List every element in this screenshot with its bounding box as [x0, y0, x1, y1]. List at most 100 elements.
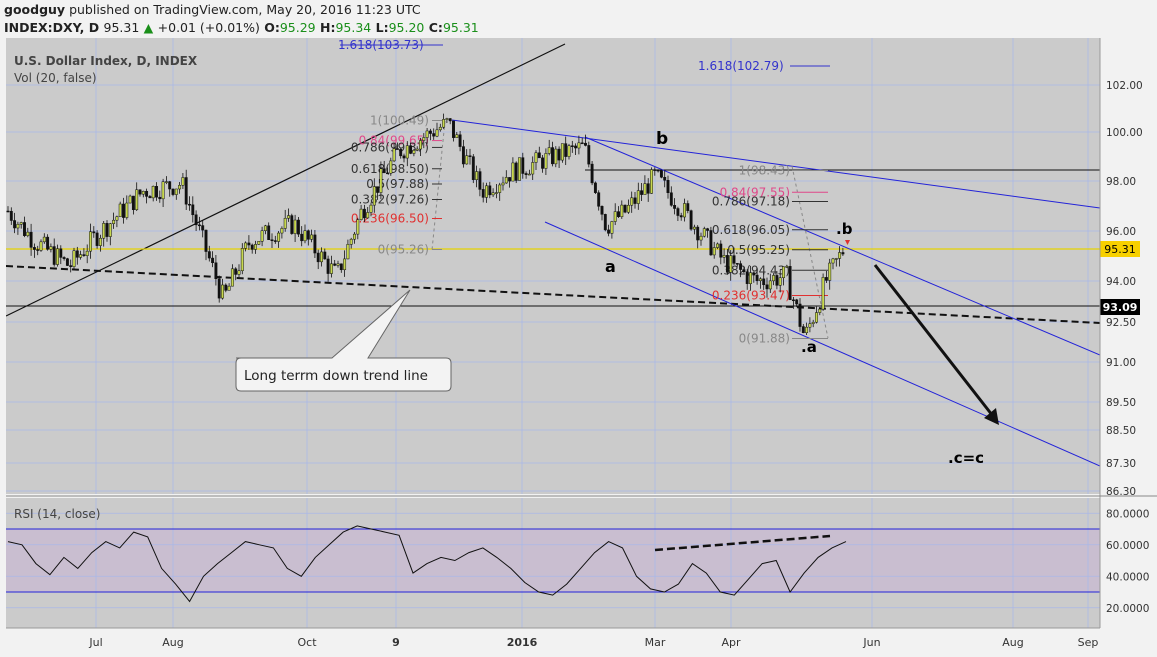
candle-body: [105, 223, 109, 237]
candle-body: [412, 150, 416, 154]
candle-body: [838, 252, 842, 259]
candle-body: [524, 173, 528, 175]
fib-level-label: 0.5(95.25): [727, 243, 790, 257]
candle-body: [333, 263, 337, 266]
candle-body: [329, 263, 333, 274]
candle-body: [39, 241, 43, 251]
candle-body: [211, 257, 215, 264]
candle-body: [122, 203, 125, 218]
long-term-downtrend-line[interactable]: [6, 265, 1100, 324]
candle-body: [445, 118, 449, 120]
candle-body: [267, 225, 271, 240]
candle-body: [818, 308, 822, 313]
candle-body: [254, 244, 257, 250]
candle-body: [455, 134, 459, 138]
channel-upper-a[interactable]: [451, 119, 1100, 209]
candle-body: [795, 299, 799, 305]
candle-body: [151, 186, 155, 199]
candle-body: [115, 216, 119, 221]
candle-body: [419, 140, 422, 150]
candle-body: [623, 204, 627, 213]
x-tick-label: 9: [392, 636, 400, 649]
candle-body: [432, 133, 436, 137]
candle-body: [296, 219, 300, 235]
candle-body: [531, 162, 535, 175]
candle-body: [244, 242, 248, 249]
rsi-grid: [6, 498, 1100, 628]
channel-lower[interactable]: [544, 221, 1100, 467]
candle-body: [498, 184, 502, 193]
candle-body: [438, 126, 442, 131]
y-tick-label: 96.00: [1106, 226, 1136, 238]
candle-body: [287, 215, 290, 219]
rsi-divergence-line[interactable]: [654, 534, 831, 552]
candle-body: [188, 203, 191, 206]
wave-label-dot-b: .b: [836, 220, 853, 238]
low-value: 95.20: [388, 20, 425, 35]
candle-body: [353, 233, 356, 240]
level-price-label-bg: [1100, 299, 1140, 315]
candle-body: [491, 192, 495, 196]
candle-body: [557, 148, 561, 161]
fib-level-label: 0(91.88): [739, 332, 790, 346]
candle-body: [808, 323, 812, 328]
wave-label-c-equals-c: .c=c: [948, 449, 984, 467]
main-pane-title: U.S. Dollar Index, D, INDEX: [14, 54, 198, 68]
candle-body: [164, 181, 168, 183]
x-tick-label: Sep: [1078, 636, 1099, 649]
author[interactable]: goodguy: [4, 2, 66, 17]
candle-body: [260, 230, 264, 242]
candle-body: [217, 278, 221, 299]
fib-level-label: 0.236(96.50): [351, 212, 429, 226]
candle-body: [207, 251, 211, 259]
candle-body: [204, 229, 208, 252]
channel-upper-b[interactable]: [584, 136, 1100, 356]
fib-retracement-2[interactable]: 1(98.43) 0.84(97.55)0.786(97.18) 0.618(96.…: [712, 163, 828, 346]
candle-body: [772, 275, 776, 282]
x-tick-label: 2016: [507, 636, 538, 649]
candle-body: [234, 268, 238, 275]
candle-body: [89, 231, 92, 252]
candle-body: [52, 246, 56, 265]
projection-arrow[interactable]: [873, 264, 998, 421]
candle-body: [16, 224, 20, 229]
fib-level-label: 0.84(97.55): [720, 185, 790, 199]
candle-body: [174, 188, 178, 195]
candle-body: [184, 177, 188, 205]
candle-body: [141, 190, 145, 195]
candle-body: [709, 230, 713, 256]
candle-body: [544, 153, 548, 169]
candle-body: [580, 142, 584, 145]
symbol: INDEX:DXY, D: [4, 20, 100, 35]
candle-body: [584, 142, 587, 146]
candle-body: [620, 204, 624, 217]
main-pane[interactable]: [6, 38, 1100, 494]
candle-body: [841, 252, 845, 255]
y-tick-label: 89.50: [1106, 397, 1136, 409]
candle-body: [834, 258, 838, 260]
candle-body: [633, 197, 637, 204]
last-price-label: 95.31: [1104, 243, 1136, 256]
candle-body: [458, 134, 462, 147]
fib-level-label: 0.84(99.65): [359, 134, 429, 148]
callout-box[interactable]: [235, 289, 452, 392]
chart-canvas[interactable]: 102.00 100.00 98.00 96.00 94.00 92.50 91.00 89.…: [0, 38, 1157, 657]
candle-body: [762, 278, 766, 286]
y-tick-label: 92.50: [1106, 317, 1136, 329]
candle-body: [171, 188, 175, 195]
candle-body: [356, 219, 360, 235]
candle-body: [521, 157, 525, 174]
candle-body: [270, 239, 274, 241]
candle-body: [815, 312, 818, 323]
candle-body: [656, 169, 660, 172]
candle-body: [442, 119, 446, 128]
candle-body: [752, 272, 756, 276]
candle-body: [425, 130, 429, 138]
candle-body: [798, 303, 802, 327]
rsi-band: [6, 529, 1100, 592]
candle-body: [742, 269, 746, 273]
candle-body: [696, 226, 700, 241]
candle-body: [560, 143, 564, 161]
close-label: C:: [428, 20, 443, 35]
candle-body: [359, 208, 363, 220]
